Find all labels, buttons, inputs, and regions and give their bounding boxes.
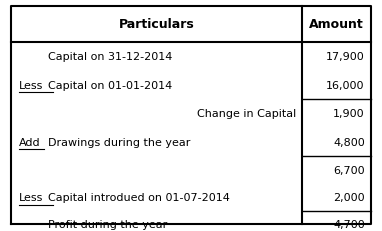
Text: Less: Less <box>19 80 44 90</box>
Text: 2,000: 2,000 <box>333 192 365 202</box>
Text: 1,900: 1,900 <box>333 109 365 119</box>
Text: Capital on 01-01-2014: Capital on 01-01-2014 <box>48 80 172 90</box>
Text: Capital introdued on 01-07-2014: Capital introdued on 01-07-2014 <box>48 192 230 202</box>
Text: Particulars: Particulars <box>119 18 194 31</box>
Text: 17,900: 17,900 <box>326 52 365 62</box>
Text: 6,700: 6,700 <box>333 165 365 175</box>
Text: 16,000: 16,000 <box>326 80 365 90</box>
Text: Profit during the year: Profit during the year <box>48 219 167 229</box>
Text: Add: Add <box>19 137 41 147</box>
Text: Change in Capital: Change in Capital <box>197 109 296 119</box>
Text: 4,800: 4,800 <box>333 137 365 147</box>
Text: 4,700: 4,700 <box>333 219 365 229</box>
Text: Amount: Amount <box>309 18 364 31</box>
Text: Less: Less <box>19 192 44 202</box>
Text: Capital on 31-12-2014: Capital on 31-12-2014 <box>48 52 172 62</box>
Text: Drawings during the year: Drawings during the year <box>48 137 190 147</box>
